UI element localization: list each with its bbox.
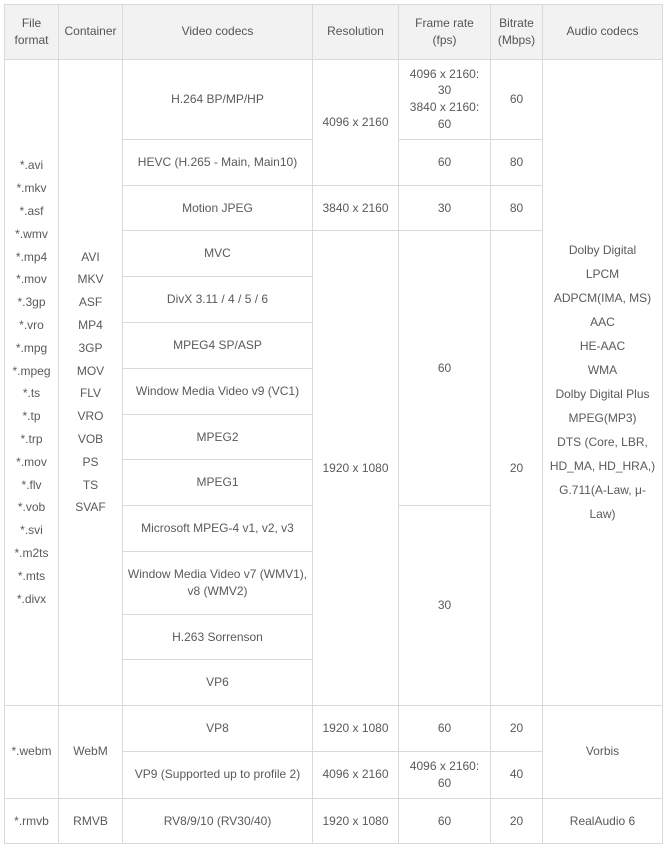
bitrate-cell: 20 xyxy=(491,231,543,706)
bitrate-cell: 20 xyxy=(491,706,543,752)
fps-cell: 4096 x 2160: 303840 x 2160: 60 xyxy=(399,59,491,139)
video-codec-cell: H.264 BP/MP/HP xyxy=(123,59,313,139)
video-codec-cell: DivX 3.11 / 4 / 5 / 6 xyxy=(123,277,313,323)
col-container: Container xyxy=(59,5,123,60)
col-video-codecs: Video codecs xyxy=(123,5,313,60)
resolution-cell: 4096 x 2160 xyxy=(313,59,399,185)
audio-codec-cell: Dolby DigitalLPCMADPCM(IMA, MS)AACHE-AAC… xyxy=(543,59,663,706)
video-codec-cell: Window Media Video v9 (VC1) xyxy=(123,368,313,414)
resolution-cell: 4096 x 2160 xyxy=(313,751,399,798)
col-audio-codecs: Audio codecs xyxy=(543,5,663,60)
video-codec-cell: MPEG1 xyxy=(123,460,313,506)
video-codec-cell: MPEG2 xyxy=(123,414,313,460)
resolution-cell: 3840 x 2160 xyxy=(313,185,399,231)
col-file-format: File format xyxy=(5,5,59,60)
table-header-row: File format Container Video codecs Resol… xyxy=(5,5,663,60)
container-cell: WebM xyxy=(59,706,123,798)
col-frame-rate: Frame rate (fps) xyxy=(399,5,491,60)
col-bitrate: Bitrate (Mbps) xyxy=(491,5,543,60)
fps-cell: 60 xyxy=(399,139,491,185)
resolution-cell: 1920 x 1080 xyxy=(313,231,399,706)
video-codec-cell: VP9 (Supported up to profile 2) xyxy=(123,751,313,798)
container-cell: RMVB xyxy=(59,798,123,844)
video-codec-cell: MPEG4 SP/ASP xyxy=(123,322,313,368)
audio-codec-cell: Vorbis xyxy=(543,706,663,798)
file-format-cell: *.webm xyxy=(5,706,59,798)
video-codec-cell: Microsoft MPEG-4 v1, v2, v3 xyxy=(123,506,313,552)
fps-cell: 60 xyxy=(399,798,491,844)
bitrate-cell: 80 xyxy=(491,139,543,185)
fps-cell: 60 xyxy=(399,706,491,752)
file-format-cell: *.avi*.mkv*.asf*.wmv*.mp4*.mov*.3gp*.vro… xyxy=(5,59,59,706)
resolution-cell: 1920 x 1080 xyxy=(313,706,399,752)
video-codec-cell: H.263 Sorrenson xyxy=(123,614,313,660)
codec-support-table: File format Container Video codecs Resol… xyxy=(4,4,663,844)
fps-cell: 30 xyxy=(399,506,491,706)
video-codec-cell: MVC xyxy=(123,231,313,277)
fps-cell: 30 xyxy=(399,185,491,231)
audio-codec-cell: RealAudio 6 xyxy=(543,798,663,844)
bitrate-cell: 60 xyxy=(491,59,543,139)
table-row: *.webm WebM VP8 1920 x 1080 60 20 Vorbis xyxy=(5,706,663,752)
bitrate-cell: 40 xyxy=(491,751,543,798)
bitrate-cell: 80 xyxy=(491,185,543,231)
video-codec-cell: Window Media Video v7 (WMV1), v8 (WMV2) xyxy=(123,551,313,614)
fps-cell: 4096 x 2160: 60 xyxy=(399,751,491,798)
container-cell: AVIMKVASFMP43GPMOVFLVVROVOBPSTSSVAF xyxy=(59,59,123,706)
resolution-cell: 1920 x 1080 xyxy=(313,798,399,844)
fps-cell: 60 xyxy=(399,231,491,506)
table-row: *.rmvb RMVB RV8/9/10 (RV30/40) 1920 x 10… xyxy=(5,798,663,844)
video-codec-cell: Motion JPEG xyxy=(123,185,313,231)
video-codec-cell: HEVC (H.265 - Main, Main10) xyxy=(123,139,313,185)
video-codec-cell: VP6 xyxy=(123,660,313,706)
bitrate-cell: 20 xyxy=(491,798,543,844)
video-codec-cell: VP8 xyxy=(123,706,313,752)
video-codec-cell: RV8/9/10 (RV30/40) xyxy=(123,798,313,844)
table-row: *.avi*.mkv*.asf*.wmv*.mp4*.mov*.3gp*.vro… xyxy=(5,59,663,139)
col-resolution: Resolution xyxy=(313,5,399,60)
file-format-cell: *.rmvb xyxy=(5,798,59,844)
